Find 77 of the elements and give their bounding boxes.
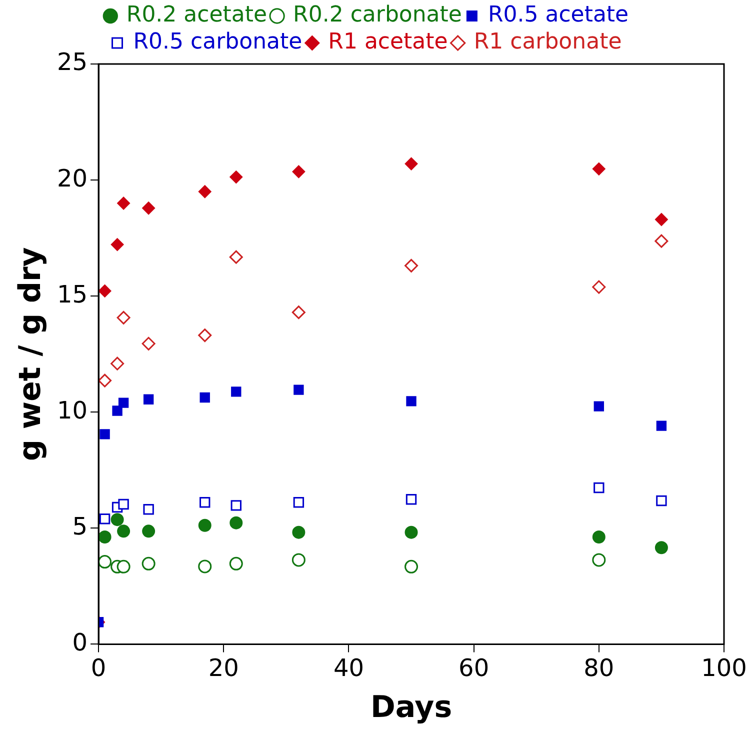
point bbox=[200, 497, 210, 508]
point bbox=[656, 495, 667, 506]
x-tick-label: 100 bbox=[701, 654, 747, 682]
legend-label: R0.2 acetate bbox=[126, 2, 268, 28]
point bbox=[116, 560, 130, 574]
legend-label: R1 carbonate bbox=[474, 30, 622, 55]
point bbox=[200, 392, 210, 403]
point bbox=[292, 526, 306, 539]
point bbox=[404, 258, 418, 272]
y-tick-label: 15 bbox=[56, 280, 88, 308]
legend-label: R0.5 acetate bbox=[488, 2, 629, 28]
point bbox=[656, 420, 667, 431]
point bbox=[98, 284, 112, 298]
point bbox=[230, 500, 242, 511]
point bbox=[230, 516, 243, 530]
y-tick-label: 20 bbox=[56, 164, 88, 192]
point bbox=[404, 526, 418, 539]
point bbox=[117, 524, 130, 538]
point bbox=[292, 165, 306, 178]
x-tick-label: 0 bbox=[90, 654, 106, 682]
point bbox=[230, 170, 243, 184]
point bbox=[654, 234, 668, 248]
point bbox=[118, 498, 129, 510]
point bbox=[117, 196, 130, 210]
point bbox=[592, 162, 606, 176]
point bbox=[118, 398, 129, 408]
point bbox=[404, 560, 418, 574]
y-tick-label: 10 bbox=[56, 396, 88, 424]
legend-label: R1 acetate bbox=[328, 30, 448, 55]
point bbox=[98, 530, 112, 544]
y-tick-label: 0 bbox=[72, 628, 88, 656]
x-tick-label: 80 bbox=[584, 654, 614, 682]
point bbox=[116, 310, 130, 324]
point bbox=[592, 530, 606, 544]
x-axis-title: Days bbox=[370, 690, 452, 725]
point bbox=[229, 556, 243, 570]
point bbox=[198, 185, 212, 198]
point bbox=[292, 306, 306, 320]
point bbox=[98, 374, 112, 388]
legend-label: R0.5 carbonate bbox=[133, 30, 302, 55]
point bbox=[99, 514, 110, 524]
point bbox=[143, 394, 154, 404]
point bbox=[592, 280, 606, 294]
point bbox=[594, 401, 604, 412]
point bbox=[142, 524, 156, 538]
y-tick-label: 25 bbox=[56, 48, 88, 76]
point bbox=[100, 429, 110, 440]
point bbox=[142, 556, 156, 570]
point bbox=[143, 504, 154, 515]
point bbox=[592, 553, 606, 567]
point bbox=[112, 406, 122, 416]
point bbox=[142, 202, 156, 215]
point bbox=[110, 513, 124, 526]
point bbox=[98, 555, 112, 569]
point bbox=[198, 518, 212, 532]
point bbox=[654, 541, 668, 554]
legend-label: R0.2 carbonate bbox=[293, 2, 462, 28]
point bbox=[142, 336, 156, 350]
point bbox=[654, 212, 668, 226]
point bbox=[404, 157, 418, 170]
point bbox=[231, 386, 242, 397]
y-axis-title: g wet / g dry bbox=[12, 246, 48, 462]
x-tick-label: 20 bbox=[208, 654, 239, 682]
point bbox=[110, 356, 124, 370]
point bbox=[406, 396, 416, 406]
point bbox=[229, 250, 243, 264]
y-tick-label: 5 bbox=[72, 512, 88, 540]
point bbox=[294, 384, 304, 395]
point bbox=[293, 497, 304, 508]
x-tick-label: 60 bbox=[458, 654, 490, 682]
point bbox=[110, 238, 124, 252]
x-tick-label: 40 bbox=[333, 654, 364, 682]
point bbox=[198, 560, 212, 574]
point bbox=[406, 494, 417, 505]
point bbox=[198, 328, 212, 342]
point bbox=[594, 482, 604, 494]
point bbox=[292, 553, 306, 567]
